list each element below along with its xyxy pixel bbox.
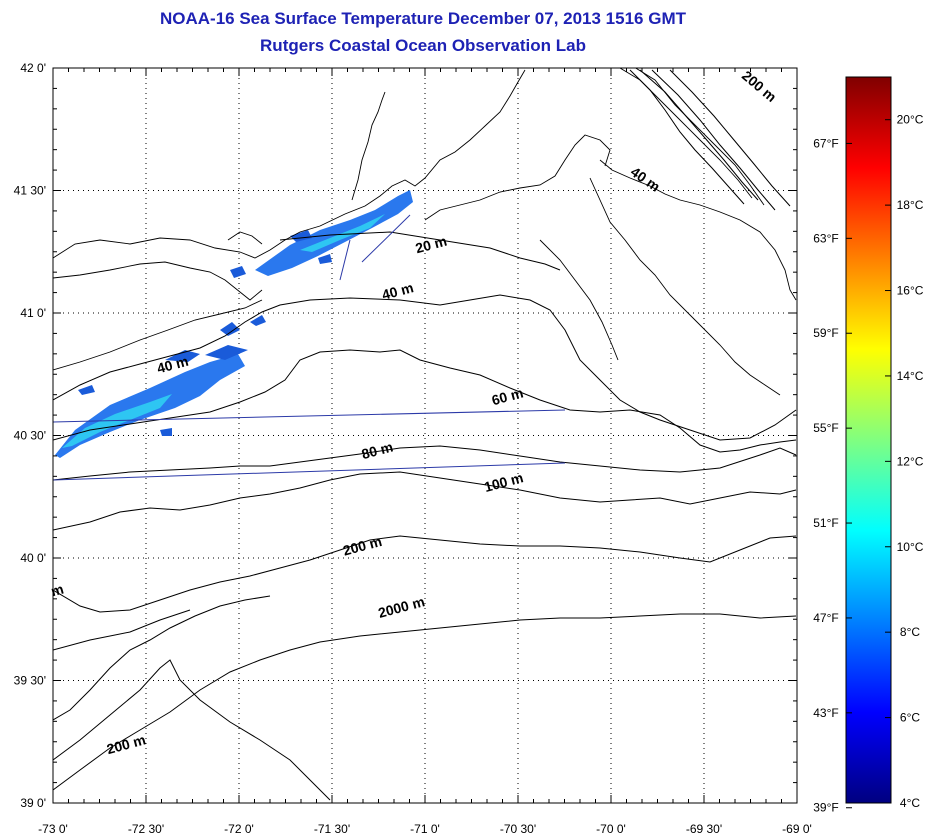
contour-label: 2000 m: [376, 593, 426, 621]
longitude-tick-label: -71 0': [410, 822, 440, 836]
longitude-tick-label: -72 30': [128, 822, 164, 836]
map-title: NOAA-16 Sea Surface Temperature December…: [160, 9, 686, 28]
celsius-tick-label: 14°C: [897, 369, 924, 383]
latitude-tick-label: 39 0': [20, 796, 46, 810]
map-content: [53, 68, 797, 801]
celsius-tick-label: 4°C: [900, 796, 920, 810]
longitude-tick-label: -71 30': [314, 822, 350, 836]
fahrenheit-tick-label: 63°F: [813, 231, 838, 245]
latitude-tick-label: 41 0': [20, 306, 46, 320]
latitude-tick-label: 39 30': [14, 674, 46, 688]
map-subtitle: Rutgers Coastal Ocean Observation Lab: [260, 36, 586, 55]
contour-label: 100 m: [482, 469, 524, 495]
fahrenheit-tick-label: 59°F: [813, 326, 838, 340]
celsius-tick-label: 16°C: [897, 284, 924, 298]
contour-label: 200 m: [105, 731, 147, 757]
longitude-tick-label: -69 30': [686, 822, 722, 836]
satellite-track-lines: [53, 214, 566, 481]
contour-label: 40 m: [380, 279, 415, 303]
frame-ticks: [52, 67, 798, 804]
fahrenheit-tick-label: 47°F: [813, 611, 838, 625]
map-grid: [53, 68, 797, 803]
longitude-tick-label: -72 0': [224, 822, 254, 836]
bathymetry-contours: [53, 69, 797, 801]
contour-label: 200 m: [739, 67, 780, 105]
colorbar-ticks: 4°C 6°C 8°C 10°C 12°C 14°C 16°C 18°C 20°C 39°F 43°…: [813, 113, 923, 815]
celsius-tick-label: 8°C: [900, 625, 920, 639]
fahrenheit-tick-label: 43°F: [813, 706, 838, 720]
contour-label: 200 m: [341, 533, 383, 559]
latitude-tick-labels: 42 0' 41 30' 41 0' 40 30' 40 0' 39 30' 39 0': [14, 61, 46, 810]
fahrenheit-tick-label: 55°F: [813, 421, 838, 435]
latitude-tick-label: 40 0': [20, 551, 46, 565]
longitude-tick-labels: -73 0' -72 30' -72 0' -71 30' -71 0' -70 30' -…: [38, 822, 812, 836]
celsius-tick-label: 12°C: [897, 454, 924, 468]
celsius-tick-label: 10°C: [897, 540, 924, 554]
celsius-tick-label: 18°C: [897, 198, 924, 212]
celsius-tick-label: 20°C: [897, 113, 924, 127]
colorbar: [845, 76, 892, 804]
contour-label: m: [49, 581, 65, 600]
longitude-tick-label: -73 0': [38, 822, 68, 836]
fahrenheit-tick-label: 67°F: [813, 136, 838, 150]
contour-label: 60 m: [490, 385, 525, 409]
contour-label: 80 m: [360, 438, 395, 462]
contour-label: 20 m: [414, 233, 449, 257]
longitude-tick-label: -70 0': [596, 822, 626, 836]
longitude-tick-label: -70 30': [500, 822, 536, 836]
latitude-tick-label: 42 0': [20, 61, 46, 75]
contour-label: 40 m: [155, 353, 190, 377]
fahrenheit-tick-label: 39°F: [813, 801, 838, 815]
longitude-tick-label: -69 0': [782, 822, 812, 836]
latitude-tick-label: 41 30': [14, 184, 46, 198]
celsius-tick-label: 6°C: [900, 711, 920, 725]
latitude-tick-label: 40 30': [14, 429, 46, 443]
fahrenheit-tick-label: 51°F: [813, 516, 838, 530]
